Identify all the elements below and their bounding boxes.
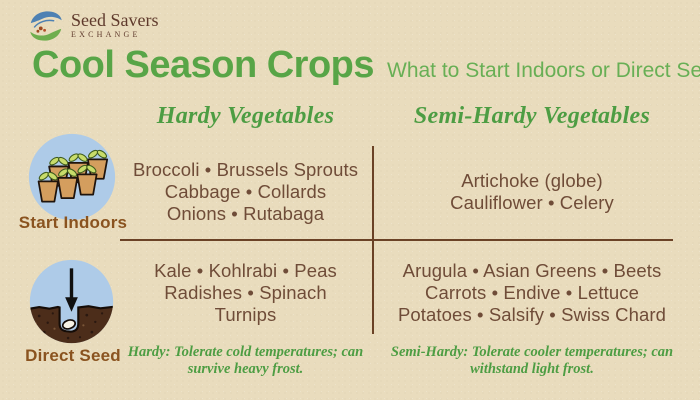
cell-line: Cauliflower • Celery <box>450 192 614 213</box>
logo: Seed Savers EXCHANGE <box>27 7 158 45</box>
cell-line: Turnips <box>214 304 277 325</box>
cell-line: Potatoes • Salsify • Swiss Chard <box>397 304 667 325</box>
seedling-pots-icon <box>28 133 116 221</box>
cell-hardy-direct-seed: Kale • Kohlrabi • Peas Radishes • Spinac… <box>118 252 373 334</box>
column-header-semi-hardy: Semi-Hardy Vegetables <box>413 103 651 129</box>
cell-line: Artichoke (globe) <box>461 170 603 191</box>
horizontal-divider <box>120 239 673 241</box>
logo-subname: EXCHANGE <box>71 30 141 39</box>
cell-line: Broccoli • Brussels Sprouts <box>132 159 359 180</box>
page-title: Cool Season Crops <box>32 44 375 86</box>
cell-line: Cabbage • Collards <box>164 181 327 202</box>
row-label-start-indoors: Start Indoors <box>18 213 128 232</box>
row-label-direct-seed: Direct Seed <box>25 346 121 365</box>
cell-line: Arugula • Asian Greens • Beets <box>402 260 662 281</box>
cell-line: Onions • Rutabaga <box>166 203 325 224</box>
logo-text: Seed Savers EXCHANGE <box>71 11 158 39</box>
logo-name: Seed Savers <box>71 10 159 30</box>
seed-savers-logo-mark-icon <box>30 11 62 41</box>
footnote-semi-hardy: Semi-Hardy: Tolerate cooler temperatures… <box>390 344 674 377</box>
cell-line: Carrots • Endive • Lettuce <box>424 282 639 303</box>
column-header-hardy: Hardy Vegetables <box>156 103 335 129</box>
footnote-hardy: Hardy: Tolerate cold temperatures; can s… <box>127 344 364 377</box>
cell-line: Radishes • Spinach <box>164 282 327 303</box>
page-subtitle: What to Start Indoors or Direct Seed? <box>387 59 700 82</box>
title-row: Cool Season Crops What to Start Indoors … <box>32 44 700 87</box>
cell-line: Kale • Kohlrabi • Peas <box>154 260 337 281</box>
seed-in-soil-icon <box>29 259 114 344</box>
cell-semi-hardy-start-indoors: Artichoke (globe) Cauliflower • Celery <box>388 145 676 239</box>
cell-hardy-start-indoors: Broccoli • Brussels Sprouts Cabbage • Co… <box>118 145 373 239</box>
cell-semi-hardy-direct-seed: Arugula • Asian Greens • Beets Carrots •… <box>388 252 676 334</box>
